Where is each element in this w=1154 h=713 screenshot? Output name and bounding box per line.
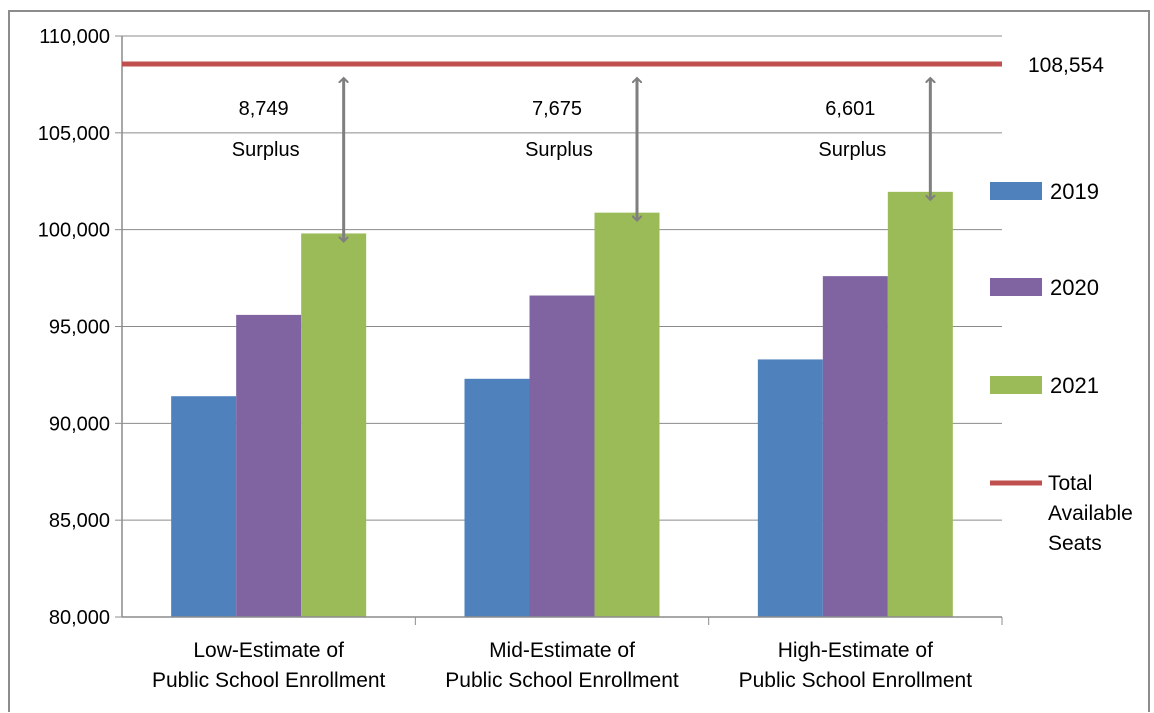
legend-label-total-available-seats: Available [1048,502,1133,525]
x-tick-label: Mid-Estimate of [489,639,635,662]
bar-2020-1 [529,295,595,617]
chart-frame [8,10,1150,712]
y-tick-label: 90,000 [49,413,110,435]
y-tick-label: 105,000 [38,123,110,145]
x-tick-label: Public School Enrollment [739,669,973,692]
y-tick-label: 95,000 [49,317,110,339]
annotations: 8,749 Surplus 7,675 Surplus 6,601 Surplus [232,78,931,241]
reference-line-label: 108,554 [1028,54,1104,77]
surplus-value: 8,749 [239,98,289,120]
legend-label-total-available-seats: Seats [1048,532,1102,555]
bar-2019-2 [757,359,823,617]
y-tick-label: 110,000 [39,26,110,48]
legend: 2019 2020 2021 Total Available Seats [990,179,1133,555]
surplus-label: Surplus [818,139,886,161]
legend-label-2021: 2021 [1050,373,1099,398]
bar-2019-0 [171,396,237,617]
legend-swatch-2020 [990,278,1042,296]
x-tick-label: Public School Enrollment [152,669,386,692]
x-tick-label: Low-Estimate of [193,639,344,662]
legend-swatch-2019 [990,182,1042,200]
y-tick-label: 80,000 [49,607,110,629]
y-tick-label: 85,000 [49,510,110,532]
bar-2019-1 [464,378,530,617]
legend-label-2020: 2020 [1050,275,1099,300]
surplus-value: 7,675 [532,98,582,120]
bar-2021-1 [594,212,660,617]
x-tick-label: High-Estimate of [778,639,933,662]
legend-label-total-available-seats: Total [1048,472,1092,495]
surplus-label: Surplus [232,139,300,161]
surplus-label: Surplus [525,139,593,161]
y-tick-label: 100,000 [38,220,110,242]
bar-2020-2 [822,276,888,617]
x-tick-label: Public School Enrollment [445,669,679,692]
bars [171,191,953,617]
legend-label-2019: 2019 [1050,179,1099,204]
bar-2021-0 [301,233,367,617]
surplus-value: 6,601 [825,98,875,120]
reference-line-layer: 108,554 [122,54,1104,77]
legend-swatch-2021 [990,376,1042,394]
bar-2021-2 [887,191,953,617]
axes: 80,000 85,000 90,000 95,000 100,000 105,000 11… [38,26,1003,692]
bar-2020-0 [236,314,302,617]
